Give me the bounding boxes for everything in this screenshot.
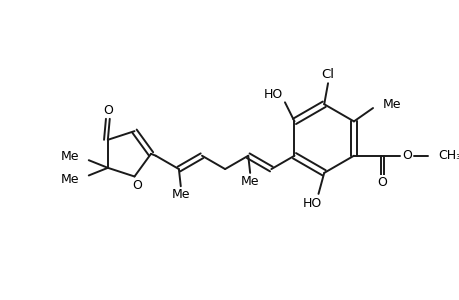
Text: Me: Me — [171, 188, 190, 201]
Text: Me: Me — [382, 98, 400, 111]
Text: Me: Me — [61, 173, 79, 186]
Text: Me: Me — [241, 175, 259, 188]
Text: Cl: Cl — [321, 68, 334, 81]
Text: O: O — [132, 178, 142, 192]
Text: Me: Me — [61, 150, 79, 163]
Text: HO: HO — [263, 88, 283, 101]
Text: O: O — [402, 149, 411, 162]
Text: HO: HO — [302, 197, 322, 210]
Text: O: O — [103, 104, 112, 117]
Text: CH₃: CH₃ — [437, 149, 459, 162]
Text: O: O — [377, 176, 386, 189]
